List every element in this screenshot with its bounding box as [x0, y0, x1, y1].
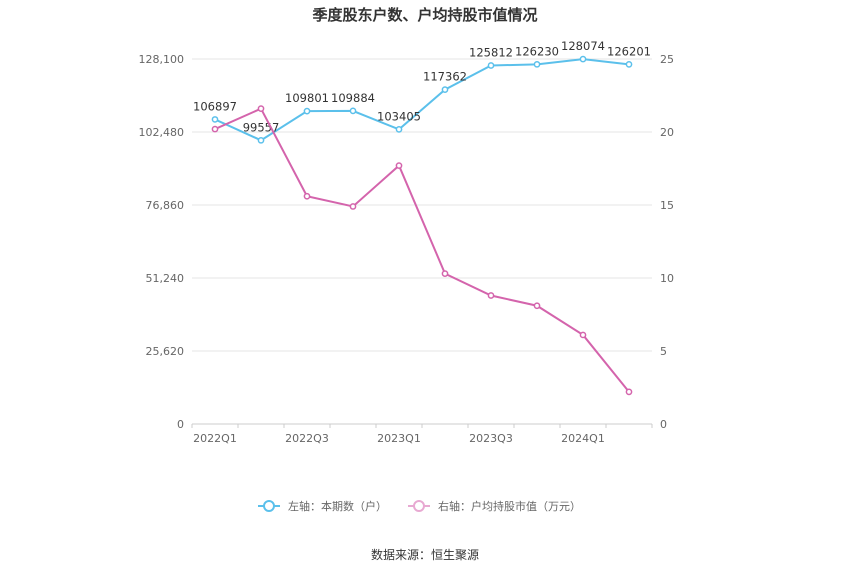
- legend-label: 右轴：户均持股市值（万元）: [438, 499, 581, 513]
- x-axis-tick-label: 2024Q1: [561, 432, 605, 445]
- avg-holding-value-point: [211, 125, 219, 133]
- avg-holding-value-point: [579, 331, 587, 339]
- avg-holding-value-line: [214, 107, 630, 393]
- x-axis-tick-label: 2022Q3: [285, 432, 329, 445]
- left-axis-tick-label: 0: [177, 418, 184, 431]
- data-label: 126201: [607, 44, 651, 58]
- holders-count-point: [349, 107, 357, 115]
- legend-marker: [413, 500, 425, 512]
- legend-label: 左轴：本期数（户）: [288, 499, 387, 513]
- holders-count-point: [441, 86, 449, 93]
- right-axis-tick-label: 0: [660, 418, 667, 431]
- avg-holding-value-point: [441, 270, 449, 277]
- holders-count-point: [257, 136, 265, 144]
- left-axis-tick-label: 25,620: [146, 345, 185, 358]
- avg-holding-value-point: [625, 388, 633, 396]
- avg-holding-value-point: [533, 302, 541, 310]
- x-axis-tick-label: 2022Q1: [193, 432, 237, 445]
- data-label: 109801: [285, 91, 329, 105]
- holders-count-point: [487, 62, 495, 69]
- avg-holding-value-point: [303, 192, 311, 200]
- data-label: 126230: [515, 44, 559, 58]
- holders-count-point: [533, 60, 541, 68]
- data-label: 128074: [561, 39, 605, 53]
- holders-count-line: [214, 58, 630, 142]
- data-label: 117362: [423, 70, 467, 84]
- data-source: 数据来源：恒生聚源: [370, 548, 479, 562]
- chart-title: 季度股东户数、户均持股市值情况: [312, 6, 538, 24]
- avg-holding-value-point: [487, 292, 495, 299]
- x-axis-tick-label: 2023Q1: [377, 432, 421, 445]
- right-axis-tick-label: 25: [660, 53, 674, 66]
- data-label: 103405: [377, 109, 421, 123]
- avg-holding-value-point: [349, 203, 357, 210]
- left-axis-tick-label: 76,860: [146, 199, 185, 212]
- data-label: 106897: [193, 99, 237, 113]
- data-label: 109884: [331, 91, 375, 105]
- holders-count-point: [625, 61, 633, 68]
- left-axis-tick-label: 128,100: [139, 53, 185, 66]
- legend-marker: [263, 500, 275, 512]
- left-axis-tick-label: 51,240: [146, 272, 185, 285]
- holders-count-point: [211, 116, 219, 123]
- avg-holding-value-point: [257, 105, 265, 112]
- right-axis-tick-label: 5: [660, 345, 667, 358]
- holders-count-point: [395, 126, 403, 133]
- holders-count-point: [303, 107, 311, 115]
- right-axis-tick-label: 15: [660, 199, 674, 212]
- right-axis-tick-label: 20: [660, 126, 674, 139]
- x-axis-tick-label: 2023Q3: [469, 432, 513, 445]
- data-label: 99557: [243, 120, 280, 134]
- avg-holding-value-point: [395, 162, 403, 169]
- holders-count-point: [579, 55, 587, 63]
- right-axis-tick-label: 10: [660, 272, 674, 285]
- data-label: 125812: [469, 46, 513, 60]
- left-axis-tick-label: 102,480: [139, 126, 185, 139]
